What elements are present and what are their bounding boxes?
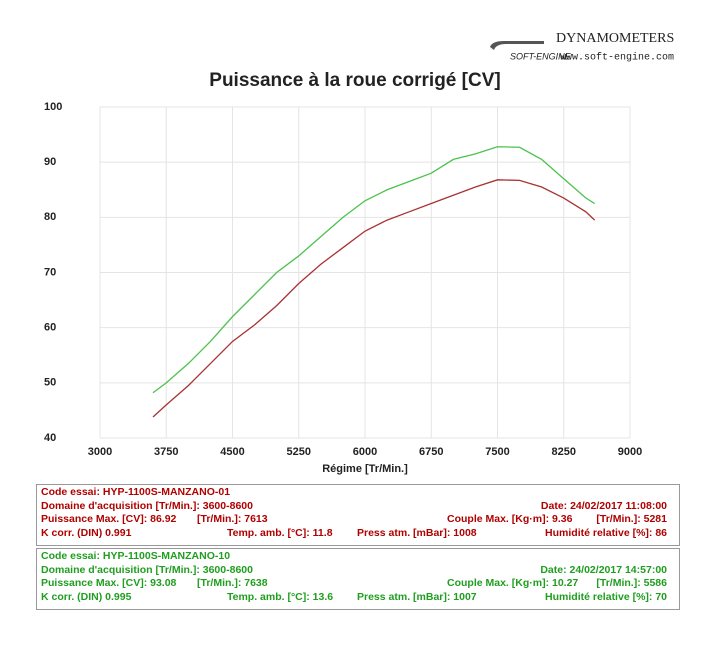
y-tick-label: 50	[44, 377, 56, 389]
y-tick-label: 100	[44, 101, 62, 113]
x-tick-label: 3000	[88, 446, 112, 458]
x-tick-label: 4500	[220, 446, 244, 458]
x-tick-label: 6750	[419, 446, 443, 458]
y-tick-label: 90	[44, 156, 56, 168]
power-curve	[152, 146, 596, 394]
y-tick-label: 70	[44, 266, 56, 278]
test-field: K corr. (DIN) 0.995	[41, 590, 132, 603]
test-field: [Tr/Min.]: 7638	[197, 577, 268, 589]
test-field: [Tr/Min.]: 5586	[596, 577, 667, 589]
test-field: Code essai: HYP-1100S-MANZANO-01	[41, 486, 231, 498]
test-field: Code essai: HYP-1100S-MANZANO-10	[41, 550, 231, 562]
test-box: Code essai: HYP-1100S-MANZANO-01 Domaine …	[36, 484, 680, 546]
test-field: Temp. amb. [°C]: 11.8	[227, 526, 333, 539]
test-field: Date: 24/02/2017 14:57:00	[540, 563, 667, 576]
y-tick-label: 40	[44, 432, 56, 444]
power-curve	[152, 179, 596, 418]
test-box: Code essai: HYP-1100S-MANZANO-10 Domaine …	[36, 548, 680, 610]
test-field: Domaine d'acquisition [Tr/Min.]: 3600-86…	[41, 563, 253, 576]
x-tick-label: 6000	[353, 446, 377, 458]
test-field: Date: 24/02/2017 11:08:00	[540, 499, 667, 512]
test-field: Puissance Max. [CV]: 86.92	[41, 513, 177, 525]
brand: DYNAMOMETERS	[556, 31, 674, 46]
chart-title: Puissance à la roue corrigé [CV]	[209, 70, 500, 91]
x-axis-label: Régime [Tr/Min.]	[322, 463, 408, 475]
test-field: Domaine d'acquisition [Tr/Min.]: 3600-86…	[41, 499, 253, 512]
test-field: Press atm. [mBar]: 1008	[357, 526, 477, 539]
test-field: Temp. amb. [°C]: 13.6	[227, 590, 334, 603]
test-field: [Tr/Min.]: 7613	[197, 513, 268, 525]
test-field: K corr. (DIN) 0.991	[41, 526, 132, 539]
test-field: Couple Max. [Kg·m]: 9.36	[447, 513, 573, 525]
x-tick-label: 7500	[485, 446, 509, 458]
x-tick-label: 9000	[618, 446, 642, 458]
test-field: Couple Max. [Kg·m]: 10.27	[447, 577, 579, 589]
test-field: Humidité relative [%]: 86	[545, 526, 667, 539]
test-field: [Tr/Min.]: 5281	[596, 513, 667, 525]
test-field: Humidité relative [%]: 70	[545, 590, 667, 603]
x-tick-label: 5250	[287, 446, 311, 458]
x-tick-label: 8250	[552, 446, 576, 458]
url: www.soft-engine.com	[560, 52, 674, 64]
y-tick-label: 60	[44, 322, 56, 334]
logo-text: SOFT-ENGINE	[510, 51, 572, 61]
y-tick-label: 80	[44, 211, 56, 223]
test-field: Press atm. [mBar]: 1007	[357, 590, 477, 603]
logo-swoosh	[490, 41, 544, 50]
x-tick-label: 3750	[154, 446, 178, 458]
test-field: Puissance Max. [CV]: 93.08	[41, 577, 177, 589]
